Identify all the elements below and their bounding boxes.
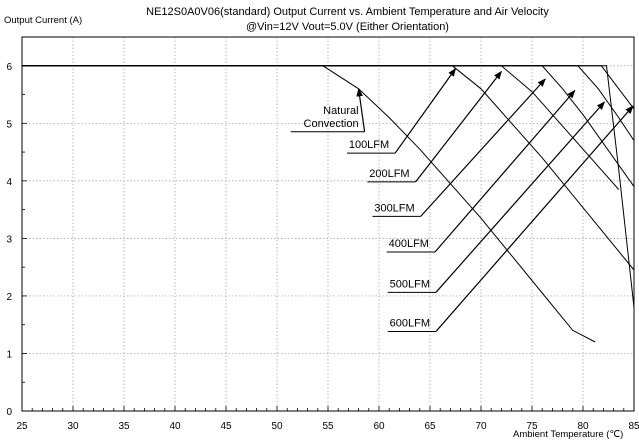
annotation-label-400lfm: 400LFM xyxy=(389,238,429,250)
x-tick-label: 55 xyxy=(322,421,334,432)
x-tick-label: 45 xyxy=(220,421,232,432)
chart-subtitle: @Vin=12V Vout=5.0V (Either Orientation) xyxy=(246,21,449,33)
annotation-label-600lfm: 600LFM xyxy=(390,317,430,329)
annotation-arrow-500lfm xyxy=(435,101,605,293)
annotation-arrow-100lfm xyxy=(394,67,456,154)
y-tick-label: 0 xyxy=(6,407,12,418)
annotation-label-300lfm: 300LFM xyxy=(374,202,414,214)
annotation-arrow-600lfm xyxy=(435,105,634,332)
x-tick-label: 35 xyxy=(118,421,130,432)
y-axis-label: Output Current (A) xyxy=(4,15,83,26)
y-tick-label: 6 xyxy=(6,62,12,73)
x-tick-label: 50 xyxy=(271,421,283,432)
x-tick-label: 65 xyxy=(424,421,436,432)
x-tick-label: 85 xyxy=(628,421,639,432)
annotation-label-500lfm: 500LFM xyxy=(390,278,430,290)
x-tick-label: 25 xyxy=(16,421,28,432)
x-tick-label: 40 xyxy=(169,421,181,432)
chart-title: NE12S0A0V06(standard) Output Current vs.… xyxy=(146,6,549,18)
x-tick-label: 80 xyxy=(577,421,589,432)
y-tick-label: 4 xyxy=(6,177,12,188)
annotation-arrow-400lfm xyxy=(434,89,576,253)
series-line-100lfm xyxy=(22,65,635,271)
x-tick-label: 75 xyxy=(526,421,538,432)
annotation-arrow-natural-convection xyxy=(356,87,366,132)
annotation-arrow-200lfm xyxy=(415,70,502,183)
y-tick-label: 2 xyxy=(6,292,12,303)
annotation-label-100lfm: 100LFM xyxy=(349,139,389,151)
x-tick-label: 70 xyxy=(475,421,487,432)
x-tick-label: 60 xyxy=(373,421,385,432)
y-tick-label: 1 xyxy=(6,349,12,360)
y-tick-label: 3 xyxy=(6,234,12,245)
series-line-natural-convection xyxy=(22,65,596,343)
x-axis-label: Ambient Temperature (℃) xyxy=(513,429,624,440)
annotation-label-natural-convection: Natural xyxy=(323,105,358,117)
annotation-arrow-300lfm xyxy=(420,78,546,217)
annotation-label-200lfm: 200LFM xyxy=(369,168,409,180)
series-line-600lfm xyxy=(22,65,635,308)
x-tick-label: 30 xyxy=(67,421,79,432)
y-tick-label: 5 xyxy=(6,119,12,130)
annotation-label-natural-convection: Convection xyxy=(304,118,359,130)
